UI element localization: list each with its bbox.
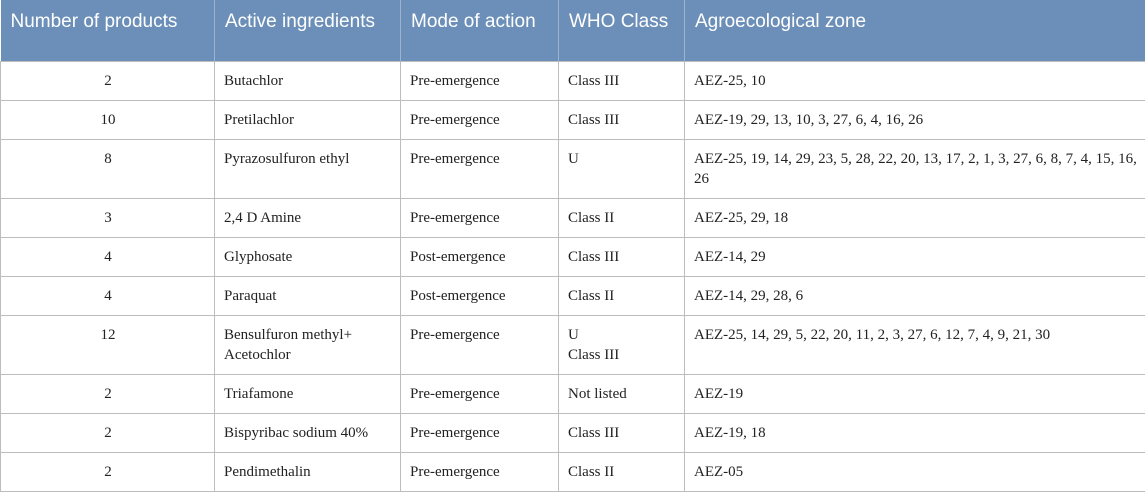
who-class-value: Class III bbox=[568, 425, 620, 441]
header-row: Number of products Active ingredients Mo… bbox=[0, 0, 1145, 62]
cell-agroecological-zone: AEZ-19, 29, 13, 10, 3, 27, 6, 4, 16, 26 bbox=[684, 100, 1145, 140]
who-class-value: Class III bbox=[568, 249, 620, 265]
cell-agroecological-zone: AEZ-14, 29, 28, 6 bbox=[684, 276, 1145, 316]
cell-who-class: Class II bbox=[558, 276, 685, 316]
cell-number-of-products: 4 bbox=[0, 237, 215, 277]
cell-active-ingredient: Pendimethalin bbox=[214, 452, 401, 492]
cell-number-of-products: 2 bbox=[0, 452, 215, 492]
cell-number-of-products: 2 bbox=[0, 413, 215, 453]
cell-who-class: Class III bbox=[558, 100, 685, 140]
cell-agroecological-zone: AEZ-25, 29, 18 bbox=[684, 198, 1145, 238]
cell-agroecological-zone: AEZ-25, 14, 29, 5, 22, 20, 11, 2, 3, 27,… bbox=[684, 315, 1145, 375]
cell-mode-of-action: Pre-emergence bbox=[400, 61, 559, 101]
header-number-of-products: Number of products bbox=[0, 0, 215, 62]
who-class-value: U bbox=[568, 327, 579, 343]
cell-active-ingredient: Pretilachlor bbox=[214, 100, 401, 140]
header-who-class: WHO Class bbox=[558, 0, 685, 62]
cell-number-of-products: 3 bbox=[0, 198, 215, 238]
table-row: 3 2,4 D Amine Pre-emergence Class II AEZ-25,… bbox=[0, 198, 1145, 238]
cell-agroecological-zone: AEZ-19 bbox=[684, 374, 1145, 414]
who-class-value: Class II bbox=[568, 288, 615, 304]
cell-agroecological-zone: AEZ-14, 29 bbox=[684, 237, 1145, 277]
cell-active-ingredient: 2,4 D Amine bbox=[214, 198, 401, 238]
cell-who-class: U Class III bbox=[558, 315, 685, 375]
cell-who-class: Not listed bbox=[558, 374, 685, 414]
cell-active-ingredient: Triafamone bbox=[214, 374, 401, 414]
table-row: 12 Bensulfuron methyl+ Acetochlor Pre-emer… bbox=[0, 315, 1145, 375]
cell-mode-of-action: Pre-emergence bbox=[400, 100, 559, 140]
cell-who-class: Class II bbox=[558, 452, 685, 492]
cell-mode-of-action: Pre-emergence bbox=[400, 198, 559, 238]
cell-agroecological-zone: AEZ-25, 19, 14, 29, 23, 5, 28, 22, 20, 1… bbox=[684, 139, 1145, 199]
header-active-ingredients: Active ingredients bbox=[214, 0, 401, 62]
who-class-value: Class III bbox=[568, 73, 620, 89]
cell-mode-of-action: Pre-emergence bbox=[400, 452, 559, 492]
cell-agroecological-zone: AEZ-25, 10 bbox=[684, 61, 1145, 101]
table-row: 8 Pyrazosulfuron ethyl Pre-emergence U AEZ-2… bbox=[0, 139, 1145, 199]
cell-mode-of-action: Pre-emergence bbox=[400, 413, 559, 453]
cell-who-class: U bbox=[558, 139, 685, 199]
table-row: 2 Bispyribac sodium 40% Pre-emergence Class… bbox=[0, 413, 1145, 453]
who-class-value: Not listed bbox=[568, 386, 627, 402]
cell-active-ingredient: Bensulfuron methyl+ Acetochlor bbox=[214, 315, 401, 375]
cell-active-ingredient: Paraquat bbox=[214, 276, 401, 316]
cell-who-class: Class III bbox=[558, 413, 685, 453]
who-class-value: Class III bbox=[568, 112, 620, 128]
who-class-value: Class II bbox=[568, 464, 615, 480]
cell-mode-of-action: Pre-emergence bbox=[400, 315, 559, 375]
cell-agroecological-zone: AEZ-19, 18 bbox=[684, 413, 1145, 453]
table-row: 10 Pretilachlor Pre-emergence Class III AEZ-… bbox=[0, 100, 1145, 140]
table-row: 2 Pendimethalin Pre-emergence Class II AEZ-0… bbox=[0, 452, 1145, 492]
who-class-value: Class II bbox=[568, 210, 615, 226]
cell-number-of-products: 2 bbox=[0, 374, 215, 414]
cell-active-ingredient: Glyphosate bbox=[214, 237, 401, 277]
cell-mode-of-action: Pre-emergence bbox=[400, 374, 559, 414]
cell-number-of-products: 10 bbox=[0, 100, 215, 140]
cell-agroecological-zone: AEZ-05 bbox=[684, 452, 1145, 492]
cell-number-of-products: 4 bbox=[0, 276, 215, 316]
cell-who-class: Class III bbox=[558, 237, 685, 277]
cell-mode-of-action: Post-emergence bbox=[400, 276, 559, 316]
table-row: 2 Triafamone Pre-emergence Not listed AEZ-19 bbox=[0, 374, 1145, 414]
table-body: 2 Butachlor Pre-emergence Class III AEZ-25, … bbox=[0, 61, 1145, 492]
cell-number-of-products: 8 bbox=[0, 139, 215, 199]
cell-mode-of-action: Pre-emergence bbox=[400, 139, 559, 199]
who-class-value: Class III bbox=[568, 347, 620, 363]
cell-active-ingredient: Butachlor bbox=[214, 61, 401, 101]
table-header: Number of products Active ingredients Mo… bbox=[0, 0, 1145, 62]
cell-active-ingredient: Bispyribac sodium 40% bbox=[214, 413, 401, 453]
cell-who-class: Class III bbox=[558, 61, 685, 101]
header-mode-of-action: Mode of action bbox=[400, 0, 559, 62]
cell-number-of-products: 2 bbox=[0, 61, 215, 101]
cell-who-class: Class II bbox=[558, 198, 685, 238]
cell-mode-of-action: Post-emergence bbox=[400, 237, 559, 277]
table-row: 4 Glyphosate Post-emergence Class III AEZ-14… bbox=[0, 237, 1145, 277]
cell-number-of-products: 12 bbox=[0, 315, 215, 375]
who-class-value: U bbox=[568, 151, 579, 167]
table-row: 4 Paraquat Post-emergence Class II AEZ-14, 2… bbox=[0, 276, 1145, 316]
cell-active-ingredient: Pyrazosulfuron ethyl bbox=[214, 139, 401, 199]
header-agroecological-zone: Agroecological zone bbox=[684, 0, 1145, 62]
table-row: 2 Butachlor Pre-emergence Class III AEZ-25, … bbox=[0, 61, 1145, 101]
